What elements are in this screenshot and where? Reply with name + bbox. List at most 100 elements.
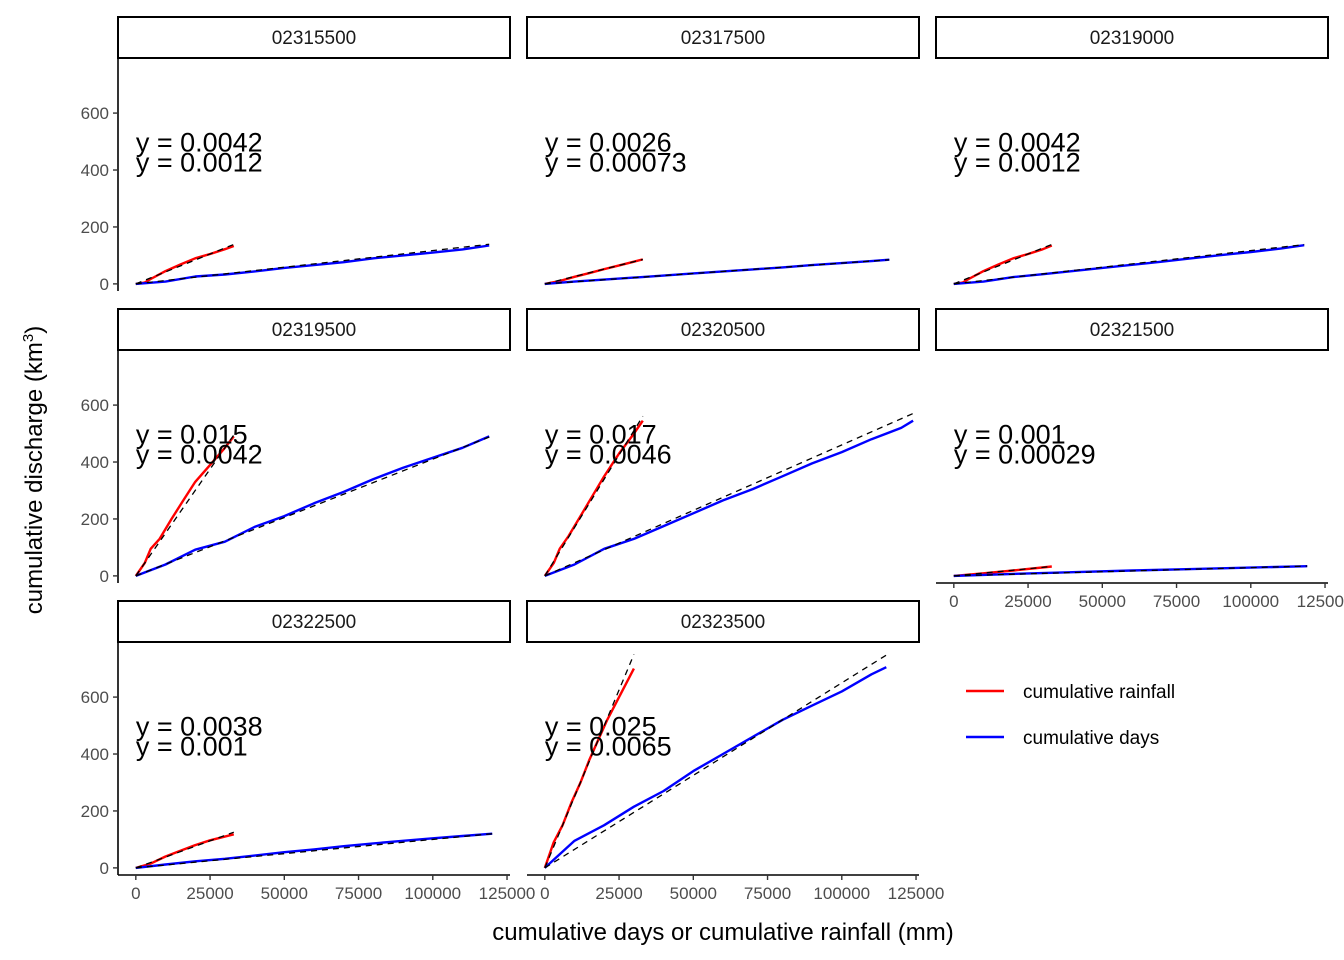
- facet-strip-label: 02319000: [1090, 28, 1175, 49]
- days-slope-label: y = 0.00073: [545, 147, 687, 177]
- rainfall-fit-line: [135, 243, 235, 285]
- days-slope-label: y = 0.00029: [954, 439, 1096, 469]
- facet-panel: 02323500 0 25000 50000 75000 100000 125000 y = …: [526, 600, 945, 903]
- days-fit-line: [135, 243, 490, 285]
- rainfall-slope-label: y = 0.017: [545, 420, 657, 450]
- facet-strip: [117, 308, 511, 351]
- rainfall-fit-line: [953, 243, 1053, 285]
- days-series-line: [135, 832, 493, 870]
- y-axis-title-close: ): [21, 326, 48, 334]
- x-tick-label: 50000: [261, 884, 308, 903]
- days-slope-label: y = 0.0012: [954, 147, 1081, 177]
- y-tick-label: 600: [81, 104, 109, 123]
- days-slope-label: y = 0.0042: [136, 439, 263, 469]
- days-series-line: [135, 435, 490, 578]
- x-tick-label: 125000: [888, 884, 945, 903]
- days-fit-line: [544, 654, 887, 869]
- days-slope-label: y = 0.0046: [545, 439, 672, 469]
- x-tick-label: 25000: [595, 884, 642, 903]
- rainfall-slope-label: y = 0.0038: [136, 712, 263, 742]
- facet-strip: [526, 600, 920, 643]
- rainfall-fit-line: [135, 434, 235, 577]
- y-tick-label: 200: [81, 802, 109, 821]
- facet-strip: [117, 16, 511, 59]
- facet-panel: 02322500 0 200 400 600 0 25000 50000 75000 100000…: [81, 600, 536, 903]
- days-fit-line: [135, 436, 490, 577]
- days-fit-line: [544, 412, 914, 577]
- facet-strip: [526, 16, 920, 59]
- x-tick-label: 25000: [186, 884, 233, 903]
- y-tick-label: 600: [81, 396, 109, 415]
- rainfall-slope-label: y = 0.0042: [136, 128, 263, 158]
- rainfall-fit-line: [544, 654, 635, 869]
- y-tick-label: 200: [81, 218, 109, 237]
- facet-strip: [117, 600, 511, 643]
- x-tick-label: 125000: [479, 884, 536, 903]
- facet-panel: 02321500 0 25000 50000 75000 100000 125000 y = …: [935, 308, 1344, 611]
- days-slope-label: y = 0.001: [136, 731, 248, 761]
- x-tick-label: 0: [131, 884, 140, 903]
- y-tick-label: 0: [100, 275, 109, 294]
- rainfall-slope-label: y = 0.0026: [545, 128, 672, 158]
- y-tick-label: 600: [81, 688, 109, 707]
- rainfall-slope-label: y = 0.015: [136, 420, 248, 450]
- rainfall-slope-label: y = 0.001: [954, 420, 1066, 450]
- x-tick-label: 100000: [813, 884, 870, 903]
- rainfall-slope-label: y = 0.0042: [954, 128, 1081, 158]
- y-axis-title-superscript: 3: [20, 334, 37, 342]
- y-tick-label: 0: [100, 567, 109, 586]
- days-fit-line: [953, 243, 1305, 285]
- rainfall-fit-line: [953, 565, 1052, 577]
- days-fit-line: [544, 259, 890, 285]
- rainfall-slope-label: y = 0.025: [545, 712, 657, 742]
- x-tick-label: 100000: [1222, 592, 1279, 611]
- days-fit-line: [953, 565, 1308, 577]
- y-axis-title: cumulative discharge (km3): [20, 326, 48, 614]
- x-tick-label: 100000: [404, 884, 461, 903]
- x-axis-title: cumulative days or cumulative rainfall (…: [492, 919, 953, 946]
- y-tick-label: 400: [81, 745, 109, 764]
- x-tick-label: 0: [949, 592, 958, 611]
- rainfall-series-line: [135, 833, 235, 870]
- rainfall-fit-line: [544, 258, 643, 285]
- y-tick-label: 400: [81, 453, 109, 472]
- legend-label: cumulative rainfall: [1023, 682, 1175, 703]
- x-tick-label: 75000: [1153, 592, 1200, 611]
- x-tick-label: 0: [540, 884, 549, 903]
- days-fit-line: [135, 833, 493, 869]
- days-series-line: [135, 244, 490, 286]
- y-tick-label: 400: [81, 161, 109, 180]
- legend: cumulative rainfall cumulative days: [966, 682, 1175, 749]
- rainfall-fit-line: [544, 415, 644, 577]
- facet-strip: [935, 16, 1329, 59]
- rainfall-series-line: [134, 435, 235, 577]
- facet-strip-label: 02317500: [681, 28, 766, 49]
- facet-strip-label: 02320500: [681, 320, 766, 341]
- x-tick-label: 75000: [744, 884, 791, 903]
- facet-strip-label: 02323500: [681, 612, 766, 633]
- facet-strip-label: 02321500: [1090, 320, 1175, 341]
- y-tick-label: 0: [100, 859, 109, 878]
- rainfall-series-line: [543, 668, 635, 869]
- x-tick-label: 50000: [1079, 592, 1126, 611]
- x-tick-label: 50000: [670, 884, 717, 903]
- facet-strip: [526, 308, 920, 351]
- x-tick-label: 25000: [1004, 592, 1051, 611]
- x-tick-label: 75000: [335, 884, 382, 903]
- x-tick-label: 125000: [1297, 592, 1344, 611]
- y-axis-title-main: cumulative discharge (km: [21, 342, 48, 614]
- facet-strip-label: 02322500: [272, 612, 357, 633]
- facet-strip-label: 02315500: [272, 28, 357, 49]
- rainfall-series-line: [953, 244, 1053, 286]
- days-series-line: [543, 666, 887, 869]
- facet-strip-label: 02319500: [272, 320, 357, 341]
- days-slope-label: y = 0.0065: [545, 731, 672, 761]
- rainfall-series-line: [135, 244, 235, 286]
